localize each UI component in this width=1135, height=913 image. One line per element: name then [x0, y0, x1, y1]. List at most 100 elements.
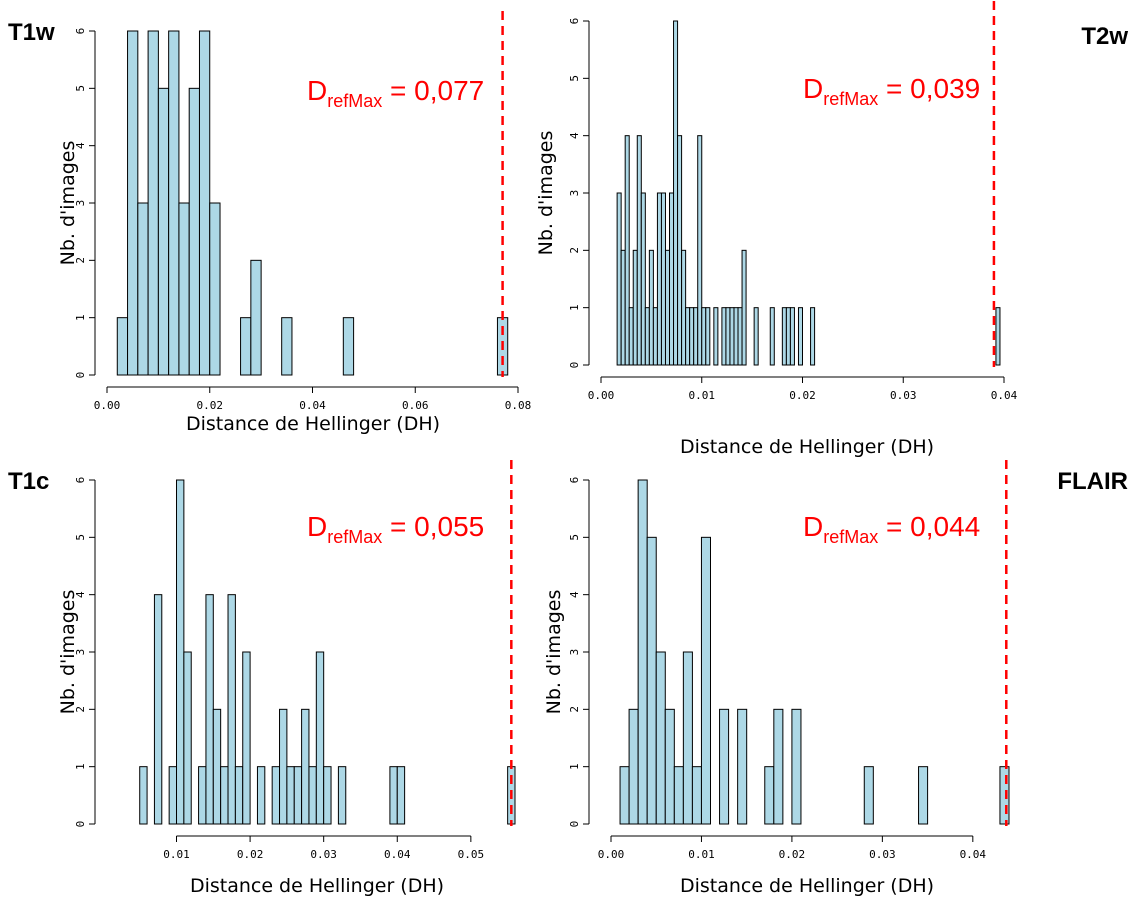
histogram-bar	[660, 192, 666, 366]
annotation-value: = 0,055	[382, 511, 484, 542]
histogram-bar	[293, 766, 303, 825]
histogram-bar	[198, 766, 207, 825]
histogram-bar	[700, 536, 712, 825]
histogram-bar	[337, 766, 347, 825]
x-tick-label: 0.02	[789, 389, 816, 402]
histogram-bar	[250, 259, 262, 376]
histogram-panel-t1c: 0 1 2 3 4 5 6 0.01 0.02 0.03 0.04 0.05 Distance de H…	[8, 460, 516, 897]
histogram-bar	[789, 307, 795, 366]
histogram-bar	[737, 708, 748, 825]
histogram-bar	[178, 202, 190, 376]
annotation-subscript: refMax	[823, 527, 878, 547]
histogram-bar	[205, 594, 214, 825]
ref-max-annotation: DrefMax = 0,044	[803, 511, 980, 547]
y-tick-label: 6	[74, 28, 87, 35]
annotation-value: = 0,039	[878, 73, 980, 104]
histogram-bar	[673, 766, 684, 825]
histogram-panel-t1w: 0 1 2 3 4 5 6 0.00 0.02 0.04 0.06 0.08 Distance de H…	[8, 11, 531, 435]
y-tick-label: 4	[74, 142, 87, 149]
x-tick-label: 0.00	[598, 848, 625, 861]
y-tick-label: 3	[74, 200, 87, 207]
y-tick-label: 0	[74, 372, 87, 379]
x-tick-label: 0.03	[310, 848, 337, 861]
histogram-bar	[664, 708, 675, 825]
y-tick-label: 6	[74, 477, 87, 484]
histogram-bar	[691, 766, 702, 825]
histogram-bar	[127, 30, 139, 376]
y-tick-label: 1	[74, 763, 87, 770]
y-tick-label: 6	[568, 18, 581, 25]
histogram-bar	[705, 307, 711, 366]
panel-label: T2w	[1081, 23, 1128, 50]
annotation-main: D	[307, 511, 327, 542]
histogram-bar	[616, 192, 622, 366]
histogram-bar	[791, 708, 802, 825]
histogram-bar	[234, 766, 244, 825]
y-tick-label: 4	[74, 591, 87, 598]
histogram-bar	[733, 307, 739, 366]
x-tick-label: 0.04	[384, 848, 411, 861]
ref-max-annotation: DrefMax = 0,055	[307, 511, 484, 547]
histogram-bar	[640, 192, 646, 366]
histogram-bar	[655, 651, 666, 825]
histogram-bar	[719, 708, 730, 825]
x-tick-label: 0.04	[299, 399, 326, 412]
histogram-bar	[620, 249, 626, 366]
annotation-main: D	[803, 511, 823, 542]
x-tick-label: 0.08	[505, 399, 532, 412]
x-tick-label: 0.00	[588, 389, 615, 402]
histogram-bar	[153, 594, 163, 825]
y-tick-label: 4	[568, 591, 581, 598]
histogram-bar	[648, 249, 654, 366]
histogram-bar	[636, 135, 642, 366]
x-tick-label: 0.03	[869, 848, 896, 861]
histogram-bar	[315, 651, 325, 825]
histogram-bar	[769, 307, 775, 366]
y-tick-label: 1	[568, 304, 581, 311]
histogram-bar	[308, 766, 317, 825]
histogram-bar	[656, 192, 662, 366]
y-tick-label: 0	[568, 362, 581, 369]
y-tick-label: 3	[74, 649, 87, 656]
histogram-bar	[168, 766, 178, 825]
y-tick-label: 2	[568, 706, 581, 713]
y-tick-label: 3	[568, 190, 581, 197]
y-tick-label: 5	[74, 85, 87, 92]
histogram-bar	[753, 307, 759, 366]
y-tick-label: 2	[74, 257, 87, 264]
y-tick-label: 5	[568, 534, 581, 541]
histogram-bar	[689, 307, 695, 366]
y-tick-label: 3	[568, 649, 581, 656]
histogram-bar	[669, 192, 675, 366]
x-axis-title: Distance de Hellinger (DH)	[186, 413, 440, 435]
histogram-bar	[725, 307, 731, 366]
y-tick-label: 4	[568, 132, 581, 139]
histogram-bar	[168, 30, 180, 376]
histogram-bar	[995, 307, 1001, 366]
histogram-bar	[271, 766, 281, 825]
panel-label: T1c	[8, 468, 49, 495]
histogram-bar	[673, 20, 679, 366]
histogram-bar	[682, 651, 693, 825]
histogram-bar	[183, 651, 192, 825]
histogram-bar	[729, 307, 735, 366]
annotation-value: = 0,077	[382, 75, 484, 106]
histogram-bar	[256, 766, 266, 825]
histogram-bar	[396, 766, 406, 825]
x-tick-label: 0.06	[402, 399, 429, 412]
histogram-bar	[677, 135, 683, 366]
histogram-bar	[279, 708, 288, 825]
histogram-bar	[301, 708, 310, 825]
histogram-bar	[652, 307, 658, 366]
histogram-bar	[286, 766, 295, 825]
annotation-main: D	[307, 75, 327, 106]
histogram-bar	[697, 135, 703, 366]
histogram-bar	[323, 766, 332, 825]
histogram-bar	[147, 30, 159, 376]
histogram-bar	[157, 87, 170, 376]
x-tick-label: 0.00	[94, 399, 121, 412]
y-tick-label: 2	[568, 247, 581, 254]
y-tick-label: 0	[74, 821, 87, 828]
